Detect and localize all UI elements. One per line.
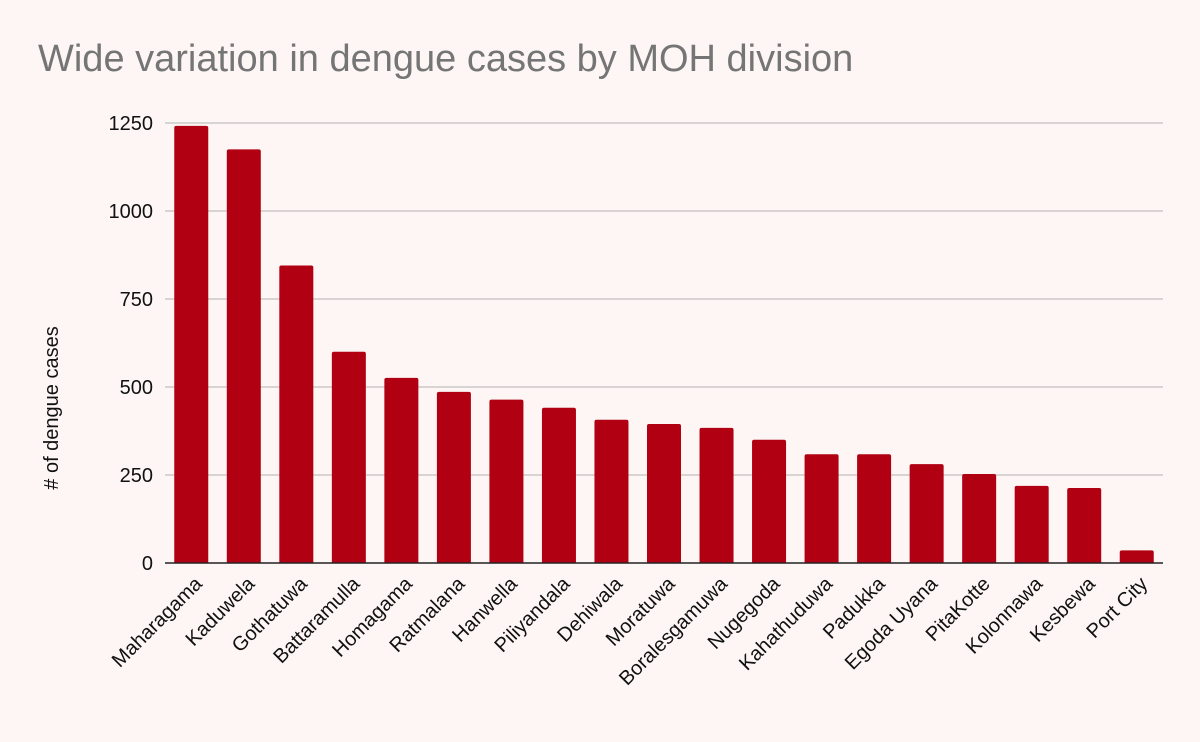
bar <box>436 391 471 563</box>
bar <box>857 454 892 563</box>
bar <box>541 407 576 563</box>
y-tick-label: 1250 <box>109 113 154 135</box>
y-tick-label: 250 <box>120 465 153 487</box>
x-tick-labels: MaharagamaKaduwelaGothatuwaBattaramullaH… <box>108 572 1152 690</box>
bar <box>279 265 314 563</box>
bar <box>909 464 944 563</box>
bar <box>226 149 261 563</box>
bar <box>331 351 366 563</box>
gridlines <box>165 122 1163 476</box>
bar <box>384 377 419 563</box>
y-tick-label: 750 <box>120 289 153 311</box>
x-tick-label: Maharagama <box>108 572 208 672</box>
y-tick-label: 500 <box>120 377 153 399</box>
bar <box>647 423 681 563</box>
bar <box>1119 550 1154 563</box>
bar <box>1067 488 1102 563</box>
bars <box>174 125 1154 563</box>
y-tick-label: 1000 <box>109 201 154 223</box>
bar <box>594 419 629 563</box>
y-tick-labels: 0 250 500 750 1000 1250 <box>109 113 154 575</box>
chart-title: Wide variation in dengue cases by MOH di… <box>38 38 854 80</box>
bar <box>752 439 787 563</box>
bar <box>174 125 209 563</box>
bar <box>804 454 839 563</box>
y-axis-title: # of dengue cases <box>41 326 63 489</box>
y-tick-label: 0 <box>142 553 153 575</box>
bar <box>962 473 997 563</box>
bar <box>699 427 734 563</box>
bar <box>1014 485 1049 563</box>
bar <box>489 399 524 563</box>
